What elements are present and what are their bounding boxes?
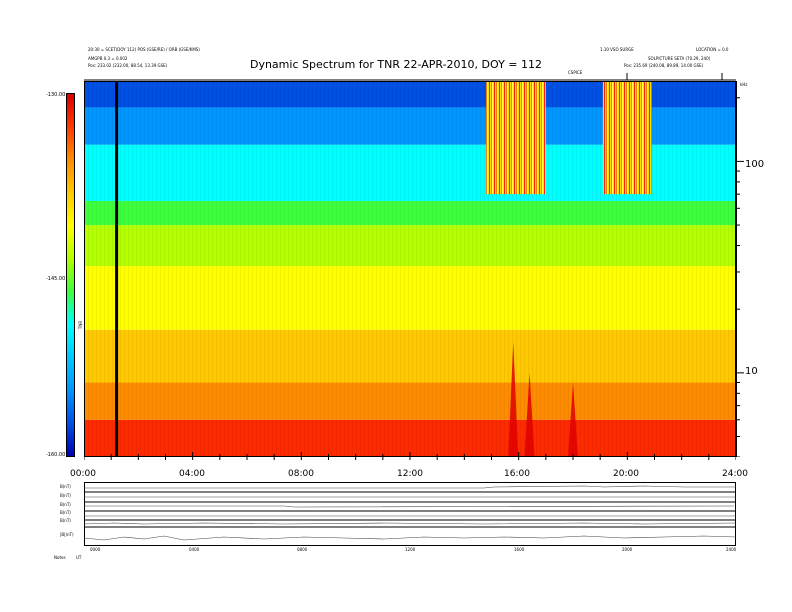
x-tick-0000: 00:00: [70, 469, 96, 479]
row-label-2: B(nT): [60, 493, 71, 498]
header-right-line1: 1.10 VSO SURGE: [600, 47, 634, 52]
trace-row-6: [84, 535, 736, 541]
header-right-line3: SOLPICTURE SETA (70.29, 240): [648, 56, 711, 61]
bottom-x-tick-4: 1200: [405, 547, 416, 552]
header-mid-label: CSPICE: [568, 70, 583, 75]
bottom-x-tick-1: 0000: [90, 547, 101, 552]
bottom-x-tick-2: 0400: [189, 547, 200, 552]
x-axis: [84, 452, 736, 460]
bottom-x-tick-7: 2400: [726, 547, 737, 552]
header-left-line3: Pos: 233.02 (232.00, 88.54, 13.39 GSE): [88, 63, 168, 68]
chart-title: Dynamic Spectrum for TNR 22-APR-2010, DO…: [249, 58, 542, 71]
bottom-corner-label-1: Notes: [54, 555, 66, 560]
y-tick-10: 10: [745, 366, 758, 377]
top-tick-strip: [84, 73, 736, 81]
colorbar-tick-bottom: -160.00: [46, 452, 66, 458]
header-left-line2: AMGPB 0.3 = 0.002: [88, 56, 128, 61]
right-axis: [736, 81, 744, 457]
lf-event-1: [524, 372, 535, 457]
x-tick-0800: 08:00: [288, 469, 314, 479]
bottom-line-panel: [84, 482, 736, 546]
trace-row-3: [84, 505, 735, 508]
x-tick-2400: 24:00: [722, 469, 748, 479]
row-label-6: |B|(nT): [60, 532, 74, 537]
row-label-3: B(nT): [60, 502, 71, 507]
spectrogram-plot: [84, 81, 736, 457]
radio-burst-1: [602, 81, 652, 195]
colorbar-unit-label: TNR: [78, 320, 84, 330]
trace-row-1: [84, 485, 736, 489]
row-label-1: B(nT): [60, 484, 71, 489]
header-right-line2: LOCATION = 0.0: [696, 47, 729, 52]
lf-event-2: [568, 382, 578, 457]
radio-burst-0: [486, 81, 546, 195]
row-label-5: B(nT): [60, 518, 71, 523]
x-tick-0400: 04:00: [179, 469, 205, 479]
colorbar: [66, 93, 75, 457]
x-tick-2000: 20:00: [613, 469, 639, 479]
lf-event-0: [508, 341, 519, 457]
row-label-4: B(nT): [60, 510, 71, 515]
y-tick-100: 100: [745, 159, 765, 170]
trace-row-5: [84, 522, 736, 525]
x-tick-1200: 12:00: [397, 469, 423, 479]
colorbar-tick-top: -130.00: [46, 92, 66, 98]
header-left-line1: 20:30 = SCET(DOY 112) POS (GSE/RE) / ORB…: [88, 47, 200, 52]
colorbar-tick-mid: -145.00: [46, 276, 66, 282]
header-right-line4: Pos: 235.69 (240.08, 89.89, 14.00 GSE): [624, 63, 704, 68]
bottom-x-tick-5: 1600: [514, 547, 525, 552]
bottom-x-tick-3: 0800: [297, 547, 308, 552]
bottom-x-tick-6: 2000: [622, 547, 633, 552]
bottom-corner-label-2: UT: [76, 555, 82, 560]
x-tick-1600: 16:00: [504, 469, 530, 479]
kHz-corner-label: kHz: [740, 82, 748, 87]
